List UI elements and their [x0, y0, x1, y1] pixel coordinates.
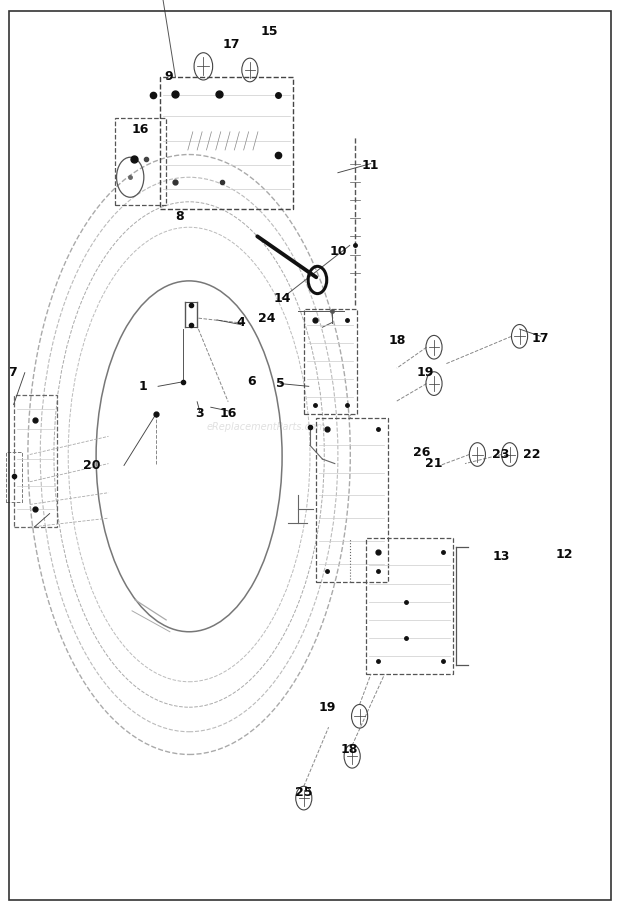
Text: 13: 13: [492, 550, 510, 563]
Text: 12: 12: [556, 548, 573, 561]
Text: 25: 25: [295, 786, 312, 799]
Text: 10: 10: [330, 245, 347, 258]
Text: 22: 22: [523, 448, 541, 461]
Text: 11: 11: [362, 159, 379, 172]
Text: 26: 26: [413, 446, 430, 459]
Bar: [316, 418, 388, 582]
Text: 19: 19: [319, 701, 336, 714]
Text: 18: 18: [388, 335, 405, 347]
Text: 14: 14: [273, 292, 291, 305]
Text: 9: 9: [164, 70, 173, 83]
Text: 1: 1: [138, 380, 147, 393]
Text: 16: 16: [219, 407, 237, 420]
Text: eReplacementParts.com: eReplacementParts.com: [207, 422, 326, 433]
Text: 17: 17: [532, 332, 549, 345]
Text: 23: 23: [492, 448, 510, 461]
Text: 24: 24: [258, 312, 275, 325]
Text: 6: 6: [247, 375, 255, 388]
Text: 21: 21: [425, 457, 443, 470]
Bar: [304, 309, 356, 414]
Bar: [6, 452, 22, 502]
Text: 20: 20: [83, 459, 100, 472]
Text: 19: 19: [417, 366, 434, 379]
Text: 3: 3: [195, 407, 204, 420]
Bar: [14, 395, 57, 527]
Text: 15: 15: [261, 25, 278, 38]
Text: 16: 16: [131, 123, 149, 135]
Text: 5: 5: [276, 377, 285, 390]
Text: 4: 4: [236, 316, 245, 329]
Bar: [160, 77, 293, 209]
Text: 17: 17: [223, 38, 240, 51]
Bar: [115, 118, 166, 205]
Text: 18: 18: [341, 744, 358, 756]
Text: 8: 8: [175, 210, 184, 223]
Bar: [366, 538, 453, 674]
Text: 7: 7: [8, 366, 17, 379]
